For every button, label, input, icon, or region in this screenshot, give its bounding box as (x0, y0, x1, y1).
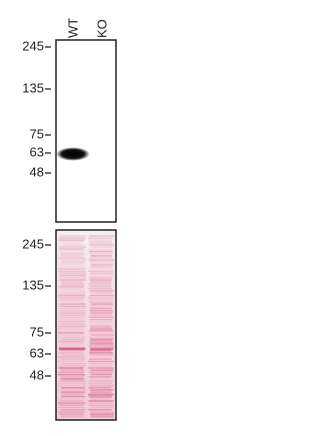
marker-label: 75 (30, 324, 44, 339)
marker-label: 245 (22, 236, 44, 251)
marker-label: 63 (30, 345, 44, 360)
blot-figure: WT KO 245 135 75 63 48 245 135 75 63 48 (22, 18, 117, 421)
marker-label: 135 (22, 80, 44, 95)
marker-label: 75 (30, 126, 44, 141)
blot-frame (55, 229, 117, 421)
lane-label: KO (94, 19, 109, 38)
marker-label: 63 (30, 144, 44, 159)
marker-label: 135 (22, 277, 44, 292)
protein-band (57, 147, 89, 161)
top-panel: 245 135 75 63 48 (22, 38, 117, 223)
marker-label: 48 (30, 367, 44, 382)
lane-label: WT (65, 18, 80, 38)
blot-frame (55, 39, 117, 223)
marker-label: 48 (30, 164, 44, 179)
bottom-panel: 245 135 75 63 48 (22, 229, 117, 421)
marker-label: 245 (22, 38, 44, 53)
